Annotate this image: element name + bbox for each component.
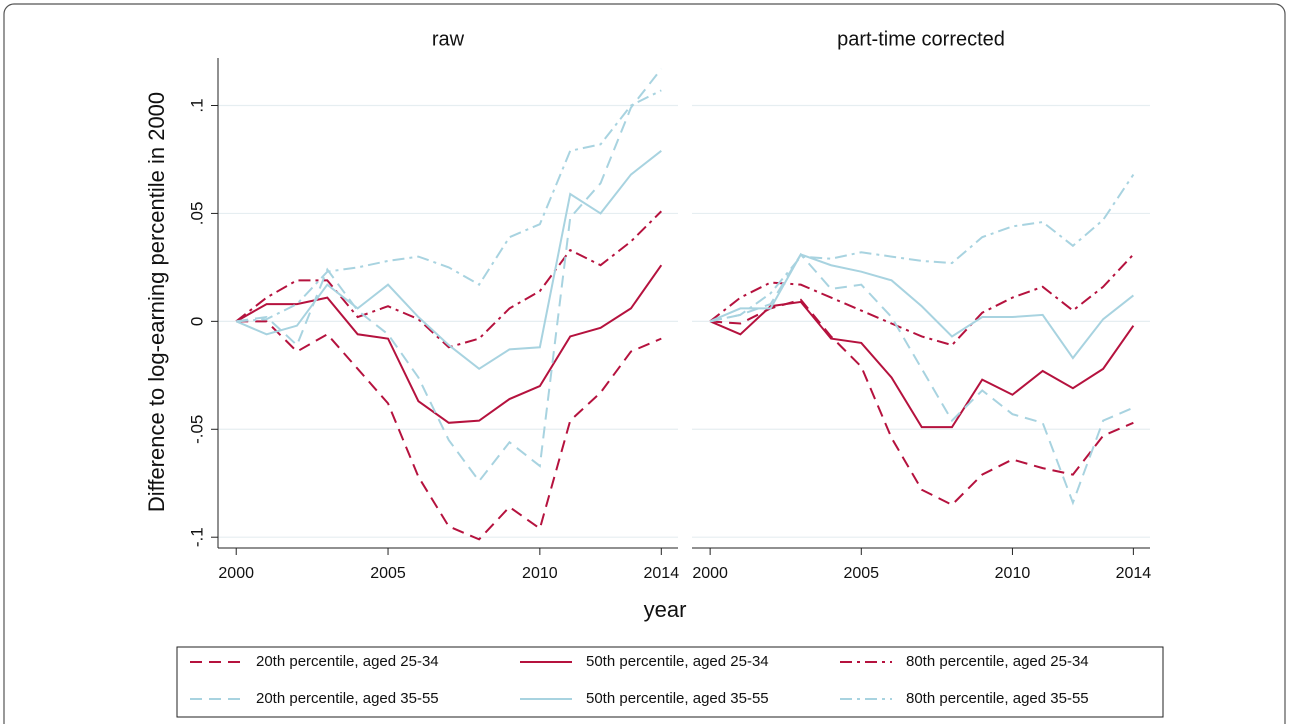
legend-label: 50th percentile, aged 35-55 [586, 690, 769, 707]
series-line [710, 298, 1134, 507]
x-tick-label: 2000 [218, 565, 254, 582]
panel-title: part-time corrected [837, 28, 1005, 50]
x-tick-label: 2014 [644, 565, 680, 582]
x-axis-label: year [644, 597, 687, 622]
legend-label: 80th percentile, aged 25-34 [906, 653, 1089, 670]
y-tick-label: .1 [187, 98, 206, 112]
legend-label: 80th percentile, aged 35-55 [906, 690, 1089, 707]
series-line [236, 89, 662, 323]
y-tick-label: 0 [187, 317, 206, 326]
series-line [709, 252, 1134, 506]
panel-title: raw [432, 28, 465, 50]
series-line [709, 174, 1135, 323]
x-tick-label: 2014 [1116, 565, 1152, 582]
legend-label: 20th percentile, aged 25-34 [256, 653, 439, 670]
series-line [236, 68, 663, 483]
y-tick-label: .05 [187, 202, 206, 226]
x-tick-label: 2005 [370, 565, 406, 582]
series-line [235, 264, 663, 424]
series-line [235, 150, 662, 371]
legend-label: 50th percentile, aged 25-34 [586, 653, 769, 670]
x-tick-label: 2005 [843, 565, 879, 582]
series-line [709, 300, 1135, 429]
series-line [236, 320, 662, 541]
x-tick-label: 2000 [692, 565, 728, 582]
x-tick-label: 2010 [522, 565, 558, 582]
y-tick-label: -.05 [187, 415, 206, 444]
series-line [709, 253, 1135, 347]
x-tick-label: 2010 [995, 565, 1031, 582]
frame [3, 3, 1286, 724]
y-axis-label: Difference to log-earning percentile in … [144, 92, 169, 512]
legend [176, 646, 1164, 718]
series-line [235, 210, 663, 349]
y-tick-label: -.1 [187, 527, 206, 547]
series-line [709, 253, 1134, 360]
legend-label: 20th percentile, aged 35-55 [256, 690, 439, 707]
